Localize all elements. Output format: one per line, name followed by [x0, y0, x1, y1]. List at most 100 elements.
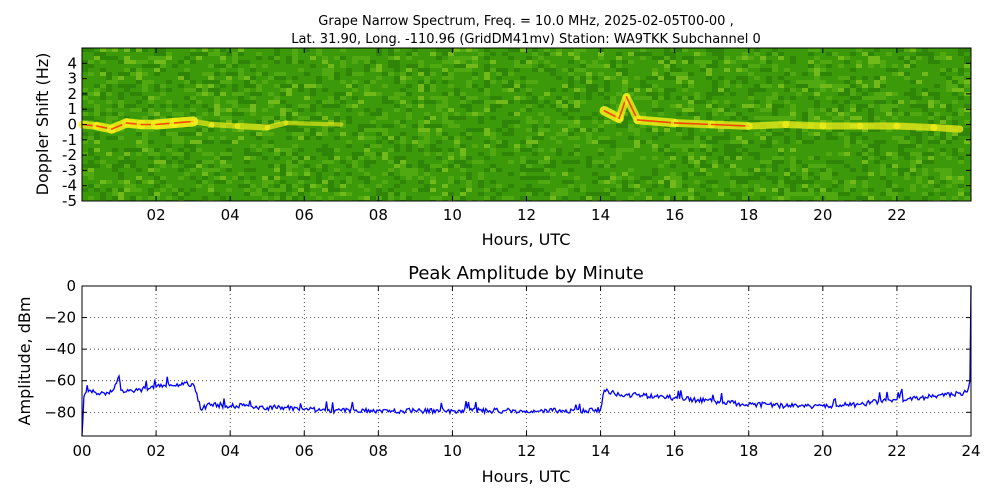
spectrogram-noise-cell	[442, 100, 448, 104]
spectrogram-noise-cell	[358, 176, 364, 180]
spectrogram-noise-cell	[154, 96, 160, 100]
spectrogram-noise-cell	[430, 180, 436, 184]
spectrogram-noise-cell	[778, 96, 784, 100]
spectrogram-noise-cell	[790, 112, 796, 116]
spectrogram-noise-cell	[772, 92, 778, 96]
spectrogram-noise-cell	[490, 96, 496, 100]
spectrogram-noise-cell	[100, 180, 106, 184]
spectrogram-noise-cell	[418, 120, 424, 124]
spectrogram-noise-cell	[718, 48, 724, 52]
spectrogram-noise-cell	[622, 184, 628, 188]
spectrogram-noise-cell	[952, 132, 958, 136]
spectrogram-noise-cell	[958, 108, 964, 112]
spectrogram-noise-cell	[286, 124, 292, 128]
spectrogram-noise-cell	[904, 168, 910, 172]
spectrogram-noise-cell	[136, 128, 142, 132]
spectrogram-noise-cell	[766, 140, 772, 144]
spectrogram-noise-cell	[682, 160, 688, 164]
spectrogram-noise-cell	[250, 100, 256, 104]
spectrogram-noise-cell	[556, 96, 562, 100]
spectrogram-noise-cell	[520, 196, 526, 200]
spectrogram-noise-cell	[520, 176, 526, 180]
spectrogram-noise-cell	[898, 172, 904, 176]
spectrogram-noise-cell	[892, 116, 898, 120]
spectrogram-noise-cell	[166, 116, 172, 120]
spectrogram-noise-cell	[574, 68, 580, 72]
spectrogram-noise-cell	[244, 168, 250, 172]
spectrogram-noise-cell	[778, 104, 784, 108]
spectrogram-noise-cell	[262, 80, 268, 84]
spectrogram-noise-cell	[358, 128, 364, 132]
spectrogram-noise-cell	[118, 136, 124, 140]
spectrogram-noise-cell	[304, 156, 310, 160]
spectrogram-noise-cell	[574, 176, 580, 180]
spectrogram-noise-cell	[424, 172, 430, 176]
spectrogram-noise-cell	[286, 104, 292, 108]
spectrogram-noise-cell	[946, 176, 952, 180]
spectrogram-noise-cell	[358, 136, 364, 140]
spectrogram-noise-cell	[604, 164, 610, 168]
spectrogram-noise-cell	[754, 88, 760, 92]
spectrogram-noise-cell	[754, 52, 760, 56]
spectrogram-noise-cell	[160, 84, 166, 88]
spectrogram-noise-cell	[106, 116, 112, 120]
spectrogram-noise-cell	[688, 100, 694, 104]
spectrogram-noise-cell	[742, 140, 748, 144]
spectrogram-noise-cell	[520, 156, 526, 160]
spectrogram-noise-cell	[202, 152, 208, 156]
spectrogram-noise-cell	[646, 92, 652, 96]
spectrogram-noise-cell	[214, 176, 220, 180]
spectrogram-noise-cell	[394, 164, 400, 168]
spectrogram-noise-cell	[346, 192, 352, 196]
spectrogram-noise-cell	[574, 96, 580, 100]
spectrogram-noise-cell	[742, 176, 748, 180]
spectrogram-noise-cell	[406, 84, 412, 88]
spectrogram-noise-cell	[742, 56, 748, 60]
spectrogram-noise-cell	[538, 128, 544, 132]
spectrogram-noise-cell	[862, 196, 868, 200]
spectrogram-noise-cell	[952, 68, 958, 72]
spectrogram-noise-cell	[688, 60, 694, 64]
spectrogram-noise-cell	[160, 52, 166, 56]
spectrogram-noise-cell	[862, 192, 868, 196]
spectrogram-noise-cell	[640, 140, 646, 144]
spectrogram-noise-cell	[190, 176, 196, 180]
spectrogram-noise-cell	[544, 124, 550, 128]
spectrogram-noise-cell	[148, 80, 154, 84]
spectrogram-noise-cell	[178, 192, 184, 196]
spectrogram-noise-cell	[424, 116, 430, 120]
spectrogram-noise-cell	[484, 168, 490, 172]
spectrogram-noise-cell	[376, 132, 382, 136]
spectrogram-noise-cell	[700, 160, 706, 164]
spectrogram-noise-cell	[898, 56, 904, 60]
spectrogram-noise-cell	[820, 192, 826, 196]
spectrogram-noise-cell	[832, 88, 838, 92]
spectrogram-noise-cell	[424, 184, 430, 188]
spectrogram-noise-cell	[262, 156, 268, 160]
spectrogram-noise-cell	[604, 64, 610, 68]
spectrogram-noise-cell	[526, 120, 532, 124]
spectrogram-noise-cell	[514, 144, 520, 148]
spectrogram-noise-cell	[736, 156, 742, 160]
spectrogram-noise-cell	[742, 148, 748, 152]
spectrogram-noise-cell	[274, 48, 280, 52]
spectrogram-noise-cell	[382, 152, 388, 156]
amplitude-x-tick-label: 20	[813, 442, 832, 460]
spectrogram-noise-cell	[256, 132, 262, 136]
spectrogram-noise-cell	[376, 188, 382, 192]
spectrogram-noise-cell	[490, 196, 496, 200]
spectrogram-noise-cell	[496, 140, 502, 144]
spectrogram-noise-cell	[586, 164, 592, 168]
spectrogram-noise-cell	[856, 132, 862, 136]
spectrogram-noise-cell	[922, 92, 928, 96]
spectrogram-noise-cell	[868, 172, 874, 176]
spectrogram-noise-cell	[724, 108, 730, 112]
spectrogram-noise-cell	[670, 60, 676, 64]
spectrogram-noise-cell	[712, 80, 718, 84]
spectrogram-noise-cell	[964, 128, 970, 132]
spectrogram-noise-cell	[436, 48, 442, 52]
spectrogram-noise-cell	[706, 164, 712, 168]
spectrogram-noise-cell	[772, 68, 778, 72]
spectrogram-noise-cell	[250, 92, 256, 96]
spectrogram-noise-cell	[304, 176, 310, 180]
